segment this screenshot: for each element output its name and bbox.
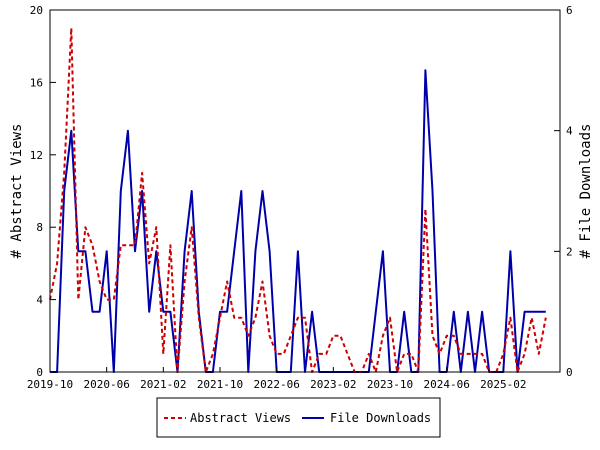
series-layer: [49, 27, 547, 373]
x-tick-label: 2020-06: [83, 378, 129, 391]
x-tick-label: 2023-02: [310, 378, 356, 391]
legend: Abstract Views File Downloads: [156, 397, 441, 438]
legend-label-abstract-views: Abstract Views: [190, 411, 291, 425]
x-tick-label: 2024-06: [423, 378, 469, 391]
right-tick-label: 4: [566, 125, 573, 138]
x-axis: 2019-10 2020-06 2021-02 2021-10 2022-06 2023-…: [27, 367, 527, 391]
right-tick-label: 0: [566, 366, 573, 379]
right-tick-label: 6: [566, 4, 573, 17]
x-tick-label: 2022-06: [253, 378, 299, 391]
left-tick-label: 0: [36, 366, 43, 379]
left-tick-label: 8: [36, 221, 43, 234]
x-tick-label: 2023-10: [367, 378, 413, 391]
x-tick-label: 2021-02: [140, 378, 186, 391]
left-tick-label: 12: [30, 149, 43, 162]
x-tick-label: 2019-10: [27, 378, 73, 391]
left-axis-label: # Abstract Views: [9, 124, 25, 259]
legend-box: [156, 397, 441, 438]
right-tick-label: 2: [566, 245, 573, 258]
file-downloads-line: [50, 69, 546, 373]
left-axis: 0 4 8 12 16 20: [30, 4, 56, 379]
x-tick-label: 2025-02: [480, 378, 526, 391]
left-tick-label: 4: [36, 294, 43, 307]
x-tick-label: 2021-10: [197, 378, 243, 391]
left-tick-label: 20: [30, 4, 43, 17]
legend-label-file-downloads: File Downloads: [330, 411, 431, 425]
plot-frame: [49, 9, 561, 373]
right-axis-label: # File Downloads: [578, 124, 594, 259]
abstract-views-line: [49, 27, 547, 373]
left-tick-label: 16: [30, 76, 43, 89]
right-axis: 0 2 4 6: [554, 4, 573, 379]
